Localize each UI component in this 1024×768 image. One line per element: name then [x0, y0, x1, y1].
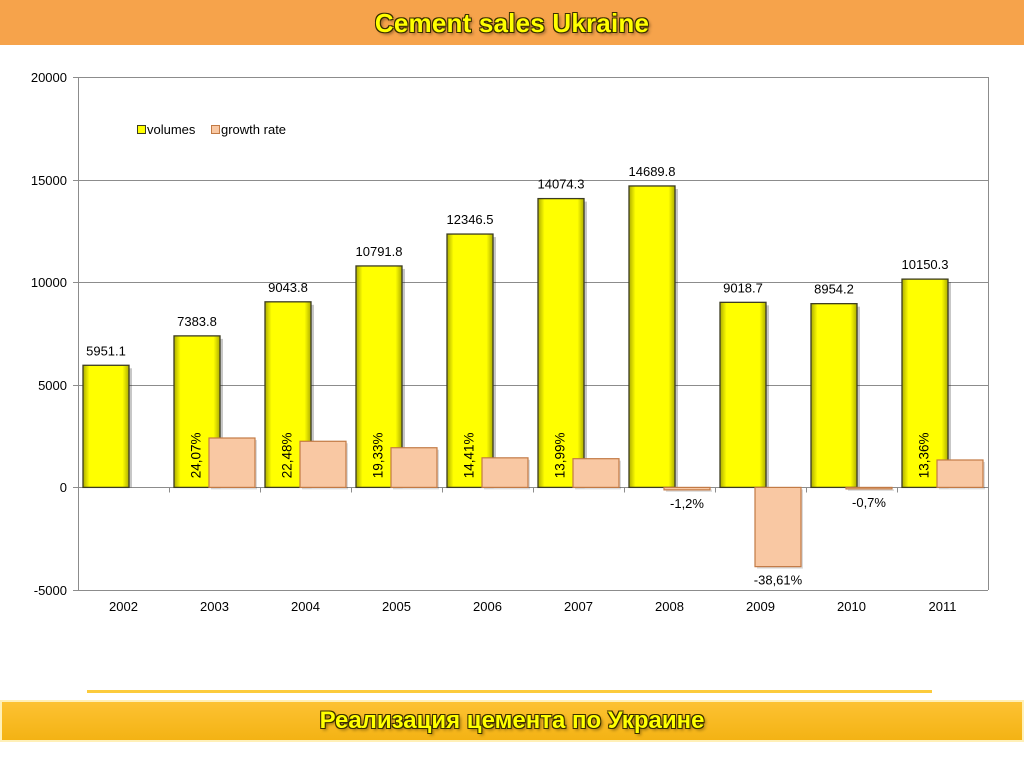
y-tick-label: 5000 [38, 378, 67, 393]
volume-data-label: 14074.3 [538, 177, 585, 192]
legend-swatch-volumes [137, 125, 146, 134]
growth-rate-data-label: 13,99% [553, 433, 568, 479]
y-tick-label: 0 [60, 480, 67, 495]
volume-bar-shade [538, 198, 584, 488]
growth-rate-data-label: -1,2% [670, 496, 704, 511]
volume-data-label: 5951.1 [86, 343, 126, 358]
slide-title: Cement sales Ukraine [374, 7, 650, 38]
growth-rate-bar [299, 440, 347, 488]
volume-data-label: 10150.3 [902, 257, 949, 272]
growth-rate-bar [845, 486, 893, 490]
volume-bar-outline [901, 278, 949, 489]
volume-data-label: 12346.5 [447, 212, 494, 227]
volume-bar-outline [446, 233, 494, 489]
volume-bar-outline [628, 185, 676, 489]
volume-bar-shade [902, 279, 948, 488]
growth-rate-bar [754, 486, 802, 568]
growth-rate-data-label: 22,48% [280, 433, 295, 479]
volume-bar-outline [719, 301, 767, 489]
growth-rate-data-label: -0,7% [852, 495, 886, 510]
volume-bar-outline [355, 265, 403, 489]
divider-line [87, 690, 932, 693]
legend-label-volumes: volumes [147, 122, 196, 137]
x-tick-label: 2006 [473, 599, 502, 614]
x-tick-label: 2007 [564, 599, 593, 614]
growth-rate-bar-shadow [848, 489, 894, 491]
growth-rate-data-label: 24,07% [189, 433, 204, 479]
volume-data-label: 14689.8 [629, 164, 676, 179]
growth-rate-data-label: 13,36% [917, 433, 932, 479]
volume-bar-outline [82, 364, 130, 489]
y-tick-label: -5000 [34, 583, 67, 598]
volume-bar-outline [810, 303, 858, 489]
y-tick-label: 15000 [31, 173, 67, 188]
x-tick-label: 2004 [291, 599, 320, 614]
volume-bar-shade [629, 185, 675, 488]
volume-data-label: 9018.7 [723, 280, 763, 295]
growth-rate-bar [936, 459, 984, 489]
legend: volumes growth rate [137, 122, 286, 137]
volume-data-label: 8954.2 [814, 282, 854, 297]
x-tick-label: 2010 [837, 599, 866, 614]
footer-bar: Реализация цемента по Украине [0, 700, 1024, 742]
volume-bar-outline [173, 335, 221, 489]
volume-data-label: 9043.8 [268, 280, 308, 295]
data-labels: 5951.1 7383.8 9043.8 10791.8 12346.5 14074.3 1… [86, 164, 948, 588]
bars [82, 185, 985, 569]
x-tick-label: 2002 [109, 599, 138, 614]
volume-bar-outline [537, 197, 585, 489]
x-tick-label: 2005 [382, 599, 411, 614]
footer-title: Реализация цемента по Украине [319, 707, 705, 734]
axes: 20000 15000 10000 5000 0 -5000 2002 2003 2004 200… [31, 70, 989, 614]
cement-sales-chart: 20000 15000 10000 5000 0 -5000 2002 2003 2004 200… [31, 70, 989, 614]
growth-rate-bar [481, 457, 529, 489]
growth-rate-bar [208, 437, 256, 489]
growth-rate-bar [572, 458, 620, 488]
growth-rate-data-label: -38,61% [754, 573, 803, 588]
volume-bar-shade [811, 303, 857, 488]
y-tick-label: 10000 [31, 275, 67, 290]
x-tick-label: 2003 [200, 599, 229, 614]
growth-rate-bar-shadow [666, 489, 712, 492]
volume-bar-shade [83, 365, 129, 488]
y-tick-label: 20000 [31, 70, 67, 85]
volume-bar-shade [720, 302, 766, 488]
x-tick-label: 2008 [655, 599, 684, 614]
growth-rate-data-label: 19,33% [371, 433, 386, 479]
growth-rate-bar [663, 486, 711, 491]
legend-swatch-growth-rate [211, 125, 220, 134]
growth-rate-data-label: 14,41% [462, 433, 477, 479]
volume-bar-outline [264, 301, 312, 489]
x-tick-label: 2009 [746, 599, 775, 614]
growth-rate-bar [390, 447, 438, 488]
volume-data-label: 7383.8 [177, 314, 217, 329]
volume-data-label: 10791.8 [356, 244, 403, 259]
x-tick-label: 2011 [929, 599, 957, 614]
header-bar: Cement sales Ukraine [0, 0, 1024, 45]
legend-label-growth-rate: growth rate [221, 122, 286, 137]
volume-bar-shade [447, 234, 493, 488]
